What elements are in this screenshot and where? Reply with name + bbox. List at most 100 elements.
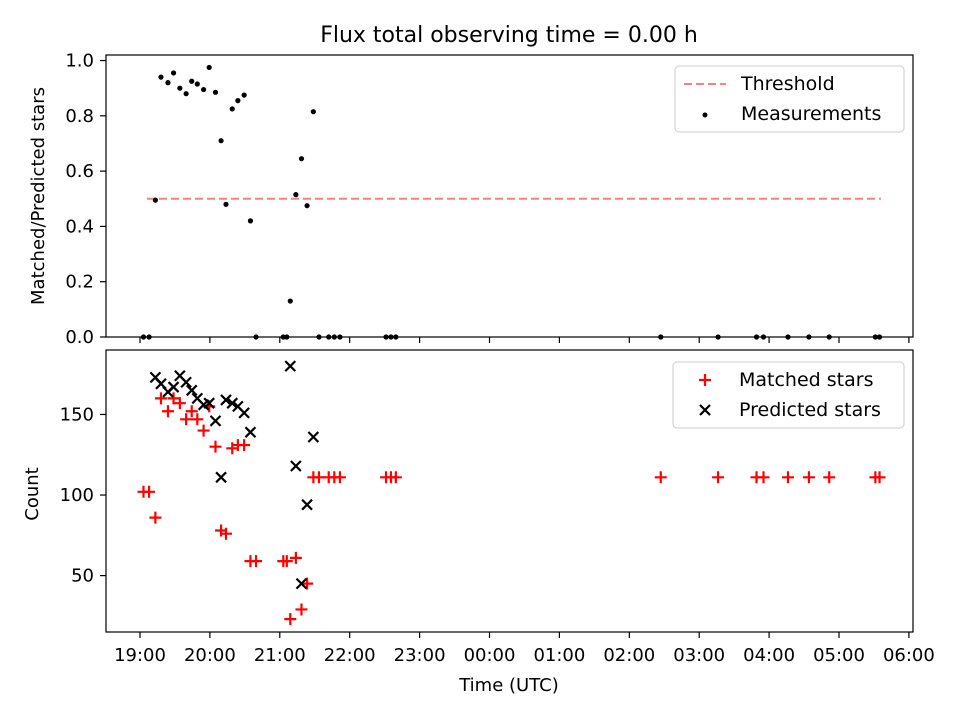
ratio-axes-frame [105,54,914,338]
measurement-point [310,109,316,115]
ratio-legend-box [674,65,905,133]
measurement-point [298,156,305,162]
matched-stars-point [219,527,232,540]
predicted-legend-label: Predicted stars [739,399,881,421]
ratio-y-ticks: 0.0 0.2 0.4 0.6 0.8 1.0 [65,51,106,348]
matched-stars-point [209,440,222,453]
ratio-legend: Threshold Measurements [674,65,905,133]
matched-stars-point [757,471,770,484]
predicted-legend-marker [699,404,711,416]
matched-stars-point [280,555,293,568]
matched-stars-point [301,577,314,590]
y-tick-label: 50 [71,566,94,587]
x-tick-label: 20:00 [184,645,236,666]
x-tick-label: 21:00 [254,645,306,666]
matched-stars-point [389,471,402,484]
measurements-legend-label: Measurements [741,103,881,125]
x-tick-label: 06:00 [883,645,935,666]
matched-stars-point [185,405,198,418]
measurement-point [293,192,299,198]
y-tick-label: 150 [60,404,94,425]
x-tick-label: 23:00 [394,645,446,666]
measurement-point [223,201,229,207]
matched-legend-label: Matched stars [739,369,873,391]
count-axes-frame [105,349,914,633]
measurement-point [152,197,158,203]
measurement-point [212,89,219,95]
predicted-stars-point [295,577,308,590]
measurement-point [206,64,212,71]
predicted-stars-point [290,460,302,472]
y-tick-label: 0.6 [65,161,94,182]
chart-title: Flux total observing time = 0.00 h [320,23,698,48]
matched-stars-point [161,405,174,418]
matched-stars-point [173,397,186,410]
matched-stars-point [781,471,794,484]
predicted-stars-point [307,431,320,443]
measurement-point [170,70,177,76]
matched-stars-point [654,471,667,484]
count-panel: 50 100 150 19:00 20:00 21:00 22:00 23:00 00:00 0… [22,349,935,666]
predicted-stars-point [226,397,239,409]
matched-stars-point [180,413,193,426]
y-tick-label: 0.8 [65,106,94,127]
threshold-legend-label: Threshold [740,73,835,95]
predicted-stars-point [244,426,257,438]
predicted-stars-point [238,407,250,419]
matched-stars-point [238,439,251,452]
matched-stars-point [154,392,167,405]
measurement-point [189,78,195,84]
ratio-x-ticks [139,337,910,343]
y-tick-label: 1.0 [65,51,94,72]
predicted-stars-point [284,360,297,372]
x-tick-label: 02:00 [603,645,655,666]
x-tick-label: 04:00 [743,645,795,666]
measurement-point [304,203,310,209]
ratio-y-axis-label: Matched/Predicted stars [28,87,49,305]
predicted-stars-point [185,384,198,397]
measurement-point [165,80,171,86]
matched-stars-point [250,555,263,568]
count-x-ticks: 19:00 20:00 21:00 22:00 23:00 00:00 01:00 02:00… [114,632,935,666]
predicted-stars-point [209,415,222,427]
measurement-point [158,74,164,80]
matched-stars-point [289,551,302,564]
matched-stars-point [873,471,886,484]
count-y-ticks: 50 100 150 [60,404,106,587]
matched-stars-point [295,603,308,616]
x-tick-label: 22:00 [324,645,376,666]
matched-stars-point [712,471,725,484]
measurement-point [177,85,183,91]
predicted-stars-point [203,397,215,409]
y-tick-label: 0.4 [65,216,94,237]
matched-stars-point [333,471,346,484]
count-y-axis-label: Count [22,467,43,520]
measurement-point [229,106,235,112]
matched-stars-point [191,413,204,426]
x-tick-label: 01:00 [533,645,585,666]
x-tick-label: 00:00 [464,645,516,666]
matched-stars-point [197,424,210,437]
predicted-stars-point [180,376,192,389]
matched-stars-point [149,511,162,524]
matched-stars-point [143,485,156,498]
matched-stars-point [284,613,297,626]
matched-stars-point [823,471,836,484]
predicted-stars-point [167,381,180,393]
measurement-point [235,98,241,104]
predicted-stars-point [301,498,313,511]
predicted-stars-point [215,471,227,484]
measurement-point [241,92,247,98]
measurement-point [247,218,254,224]
count-marks [137,360,886,626]
count-legend: Matched stars Predicted stars [672,361,905,429]
x-axis-label: Time (UTC) [458,675,559,696]
y-tick-label: 0.0 [65,327,94,348]
matched-legend-marker [699,374,711,386]
x-tick-label: 19:00 [114,645,166,666]
predicted-stars-point [220,394,232,406]
y-tick-label: 0.2 [65,272,94,293]
measurement-point [218,138,224,144]
measurement-point [183,91,189,97]
